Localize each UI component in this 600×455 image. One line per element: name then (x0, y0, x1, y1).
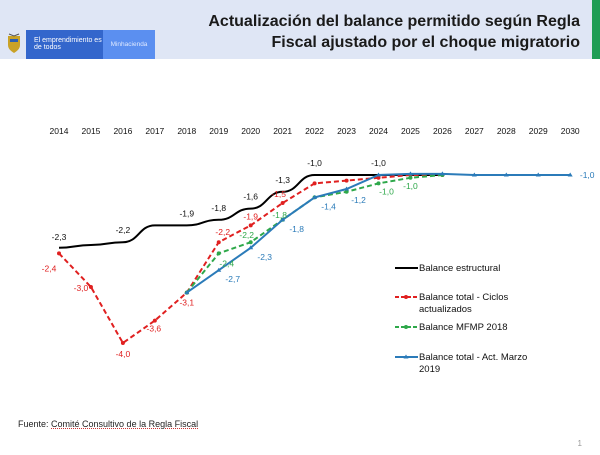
x-tick-label: 2016 (113, 126, 132, 136)
data-label: -1,0 (307, 158, 322, 168)
legend-label-1: Balance total - Ciclos actualizados (419, 292, 508, 315)
data-label: -1,2 (351, 195, 366, 205)
data-point (248, 245, 254, 250)
x-tick-label: 2029 (529, 126, 548, 136)
data-point (567, 172, 573, 177)
data-label: -2,2 (116, 225, 131, 235)
data-point (376, 181, 381, 186)
source-note: Fuente: Comité Consultivo de la Regla Fi… (18, 419, 198, 429)
x-tick-label: 2030 (561, 126, 580, 136)
x-tick-label: 2018 (177, 126, 196, 136)
x-tick-label: 2014 (50, 126, 69, 136)
x-tick-label: 2027 (465, 126, 484, 136)
coat-of-arms-icon (8, 33, 20, 53)
page-number: 1 (577, 439, 582, 448)
title-line-2: Fiscal ajustado por el choque migratorio (271, 34, 581, 51)
data-label: -1,6 (243, 192, 258, 202)
data-point (216, 251, 221, 256)
data-label: -1,8 (211, 203, 226, 213)
x-tick-label: 2022 (305, 126, 324, 136)
x-tick-label: 2024 (369, 126, 388, 136)
data-point (439, 171, 445, 176)
data-point (376, 175, 381, 180)
data-label: -2,2 (215, 227, 230, 237)
data-point (248, 240, 253, 245)
data-point (376, 172, 381, 177)
data-label: -2,2 (239, 230, 254, 240)
data-label: -4,0 (116, 349, 131, 359)
data-label: -2,4 (219, 258, 234, 268)
page-title: Actualización del balance permitido segú… (160, 11, 580, 53)
x-tick-label: 2023 (337, 126, 356, 136)
title-line-1: Actualización del balance permitido segú… (208, 13, 580, 30)
data-point (503, 172, 509, 177)
data-label: -2,3 (52, 232, 67, 242)
legend-marker (404, 325, 408, 329)
source-prefix: Fuente: (18, 419, 52, 429)
legend-marker (403, 354, 409, 359)
data-label: -1,3 (275, 175, 290, 185)
x-tick-label: 2017 (145, 126, 164, 136)
data-label: -2,4 (42, 263, 57, 273)
data-point (344, 186, 350, 191)
data-point (248, 223, 253, 228)
data-point (280, 217, 286, 222)
x-tick-label: 2026 (433, 126, 452, 136)
data-point (535, 172, 541, 177)
data-point (408, 175, 413, 180)
data-point (280, 201, 285, 205)
accent-bar (592, 0, 600, 59)
legend-label-0: Balance estructural (419, 263, 500, 274)
data-point (344, 189, 349, 194)
data-label: -1,9 (243, 211, 258, 221)
data-label: -3,6 (147, 324, 162, 334)
data-label: -1,8 (289, 224, 304, 234)
x-tick-label: 2019 (209, 126, 228, 136)
legend-label-3: Balance total - Act. Marzo 2019 (419, 352, 527, 375)
data-point (407, 171, 413, 176)
x-tick-label: 2025 (401, 126, 420, 136)
data-label: -1,0 (371, 158, 386, 168)
x-tick-label: 2028 (497, 126, 516, 136)
data-label: -2,3 (257, 252, 272, 262)
data-point (471, 172, 477, 177)
data-label: -1,5 (271, 189, 286, 199)
data-point (312, 181, 317, 186)
legend-label-2: Balance MFMP 2018 (419, 322, 508, 333)
x-tick-label: 2015 (81, 126, 100, 136)
legend-marker (404, 295, 408, 299)
brand-slogan: El emprendimiento es de todos (26, 30, 103, 59)
data-label: -3,1 (179, 298, 194, 308)
brand-ministry: Minhacienda (103, 30, 155, 59)
data-point (312, 194, 318, 199)
data-point (184, 290, 190, 295)
x-tick-label: 2020 (241, 126, 260, 136)
data-point (88, 285, 93, 289)
data-point (344, 178, 349, 183)
x-tick-label: 2021 (273, 126, 292, 136)
data-label: -1,9 (179, 208, 194, 218)
data-label: -3,0 (74, 283, 89, 293)
data-label: -1,0 (403, 181, 418, 191)
data-label: -1,0 (379, 186, 394, 196)
data-point (57, 251, 61, 256)
data-point (216, 267, 222, 272)
data-label: -2,7 (225, 274, 240, 284)
data-label: -1,8 (272, 210, 287, 220)
data-label: -1,4 (321, 201, 336, 211)
data-point (216, 240, 221, 245)
source-link: Comité Consultivo de la Regla Fiscal (51, 419, 199, 429)
data-label: -1,0 (580, 170, 595, 180)
data-point (120, 341, 125, 345)
data-point (152, 318, 157, 323)
